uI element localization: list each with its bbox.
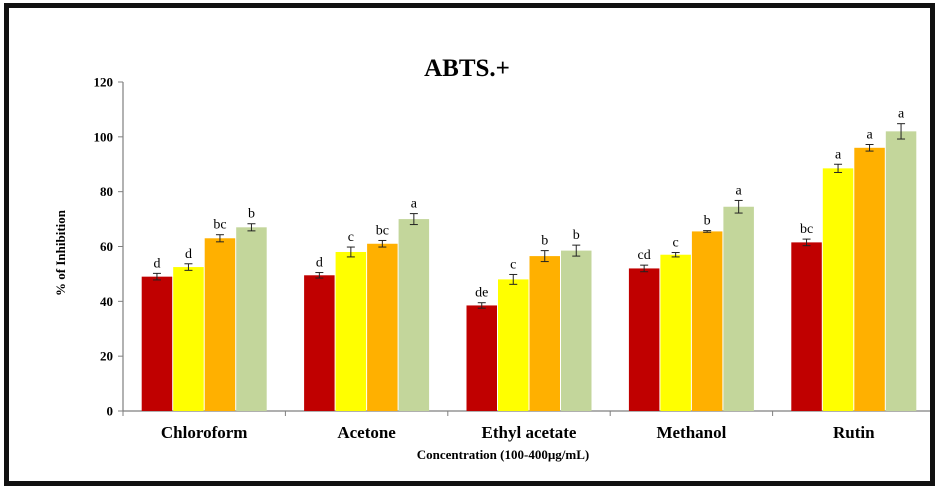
bar [529, 256, 560, 411]
bar [691, 231, 723, 411]
x-axis-label: Concentration (100-400µg/mL) [417, 447, 590, 462]
bar [854, 147, 885, 412]
significance-label: bc [376, 223, 389, 238]
y-tick-label: 0 [107, 404, 114, 419]
bar [822, 168, 854, 411]
significance-label: de [475, 286, 488, 301]
bar [335, 251, 367, 411]
category-label: Ethyl acetate [482, 423, 577, 442]
category-label: Acetone [337, 423, 396, 442]
chart-frame: ABTS.+ % of Inhibition Concentration (10… [4, 3, 935, 486]
significance-label: d [185, 247, 192, 262]
y-ticks: 0 20 40 60 80 100 120 [94, 75, 123, 419]
significance-label: b [541, 234, 548, 249]
category-label: Chloroform [161, 423, 248, 442]
bar [660, 254, 691, 411]
significance-label: b [248, 207, 255, 222]
significance-label: c [673, 236, 679, 251]
bar [398, 219, 430, 411]
y-tick-label: 20 [100, 349, 113, 364]
bar [304, 275, 335, 411]
significance-label: b [573, 228, 580, 243]
y-tick-label: 80 [100, 184, 113, 199]
category-label: Methanol [656, 423, 726, 442]
significance-label: bc [800, 222, 813, 237]
significance-label: d [153, 256, 160, 271]
x-ticks [122, 411, 774, 416]
bar [173, 267, 204, 411]
y-axis-label: % of Inhibition [53, 209, 68, 296]
category-labels: Chloroform Acetone Ethyl acetate Methanol Ru… [161, 423, 875, 442]
bar [204, 238, 236, 411]
significance-label: bc [213, 218, 226, 233]
significance-label: cd [638, 248, 651, 263]
y-tick-label: 100 [94, 129, 114, 144]
significance-label: c [348, 230, 354, 245]
bars: d d bc b d c bc a de c b b cd c b a bc a a a [141, 107, 917, 412]
bar [885, 131, 917, 411]
y-tick-label: 120 [94, 75, 114, 90]
bar [723, 206, 754, 411]
bar [791, 242, 822, 411]
significance-label: c [510, 257, 516, 272]
significance-label: a [411, 197, 418, 212]
bar [141, 276, 173, 411]
category-label: Rutin [833, 423, 875, 442]
significance-label: a [835, 147, 842, 162]
bar [498, 279, 529, 411]
significance-label: b [704, 214, 711, 229]
bar [628, 268, 660, 411]
bar-chart: ABTS.+ % of Inhibition Concentration (10… [53, 55, 930, 462]
bar [236, 227, 267, 411]
y-tick-label: 60 [100, 239, 113, 254]
y-tick-label: 40 [100, 294, 113, 309]
bar [466, 305, 497, 411]
significance-label: a [736, 183, 743, 198]
bar [367, 243, 398, 411]
bar [561, 250, 592, 411]
chart-title: ABTS.+ [424, 55, 510, 82]
significance-label: d [316, 256, 323, 271]
significance-label: a [866, 128, 873, 143]
significance-label: a [898, 107, 905, 122]
